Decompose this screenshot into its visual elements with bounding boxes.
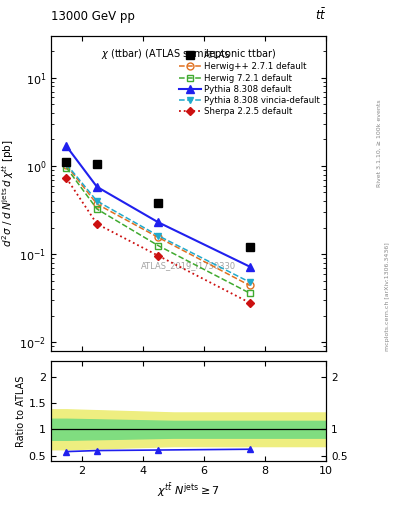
Herwig 7.2.1 default	[156, 243, 160, 249]
Text: mcplots.cern.ch [arXiv:1306.3436]: mcplots.cern.ch [arXiv:1306.3436]	[385, 243, 389, 351]
Y-axis label: $d^2\sigma$ / $d\,N^{\rm jets}\,d\,\chi^{t\bar{t}}$ [pb]: $d^2\sigma$ / $d\,N^{\rm jets}\,d\,\chi^…	[0, 140, 17, 247]
Sherpa 2.2.5 default	[95, 221, 99, 227]
Legend: ATLAS, Herwig++ 2.7.1 default, Herwig 7.2.1 default, Pythia 8.308 default, Pythi: ATLAS, Herwig++ 2.7.1 default, Herwig 7.…	[178, 50, 322, 118]
Text: Rivet 3.1.10, ≥ 100k events: Rivet 3.1.10, ≥ 100k events	[377, 99, 382, 187]
Line: ATLAS: ATLAS	[62, 159, 253, 251]
Pythia 8.308 default	[95, 184, 99, 190]
Line: Pythia 8.308 vincia-default: Pythia 8.308 vincia-default	[63, 161, 253, 286]
Line: Herwig 7.2.1 default: Herwig 7.2.1 default	[63, 164, 253, 296]
Herwig++ 2.7.1 default	[248, 283, 252, 289]
Pythia 8.308 default	[64, 143, 69, 149]
Sherpa 2.2.5 default	[156, 252, 160, 259]
Pythia 8.308 default	[156, 219, 160, 225]
Line: Sherpa 2.2.5 default: Sherpa 2.2.5 default	[64, 175, 253, 306]
Pythia 8.308 vincia-default	[95, 198, 99, 204]
Herwig++ 2.7.1 default	[95, 201, 99, 207]
ATLAS	[64, 159, 69, 165]
Pythia 8.308 default	[248, 264, 252, 270]
Text: $t\bar{t}$: $t\bar{t}$	[315, 8, 326, 23]
Line: Herwig++ 2.7.1 default: Herwig++ 2.7.1 default	[63, 162, 253, 289]
Pythia 8.308 vincia-default	[64, 161, 69, 167]
Sherpa 2.2.5 default	[248, 300, 252, 306]
ATLAS	[156, 200, 160, 206]
Pythia 8.308 vincia-default	[156, 232, 160, 239]
Text: ATLAS_2019_I1750330: ATLAS_2019_I1750330	[141, 261, 236, 270]
ATLAS	[248, 244, 252, 250]
Sherpa 2.2.5 default	[64, 175, 69, 181]
Text: $\chi$ (ttbar) (ATLAS semileptonic ttbar): $\chi$ (ttbar) (ATLAS semileptonic ttbar…	[101, 47, 277, 61]
X-axis label: $\chi^{t\bar{t}}$ $N^{\rm jets} \geq 7$: $\chi^{t\bar{t}}$ $N^{\rm jets} \geq 7$	[157, 481, 220, 499]
Herwig 7.2.1 default	[64, 164, 69, 170]
Pythia 8.308 vincia-default	[248, 279, 252, 285]
Line: Pythia 8.308 default: Pythia 8.308 default	[62, 142, 254, 271]
Herwig 7.2.1 default	[248, 290, 252, 296]
Text: 13000 GeV pp: 13000 GeV pp	[51, 10, 135, 23]
ATLAS	[95, 161, 99, 167]
Herwig++ 2.7.1 default	[64, 162, 69, 168]
Herwig++ 2.7.1 default	[156, 234, 160, 240]
Herwig 7.2.1 default	[95, 206, 99, 212]
Y-axis label: Ratio to ATLAS: Ratio to ATLAS	[16, 375, 26, 446]
